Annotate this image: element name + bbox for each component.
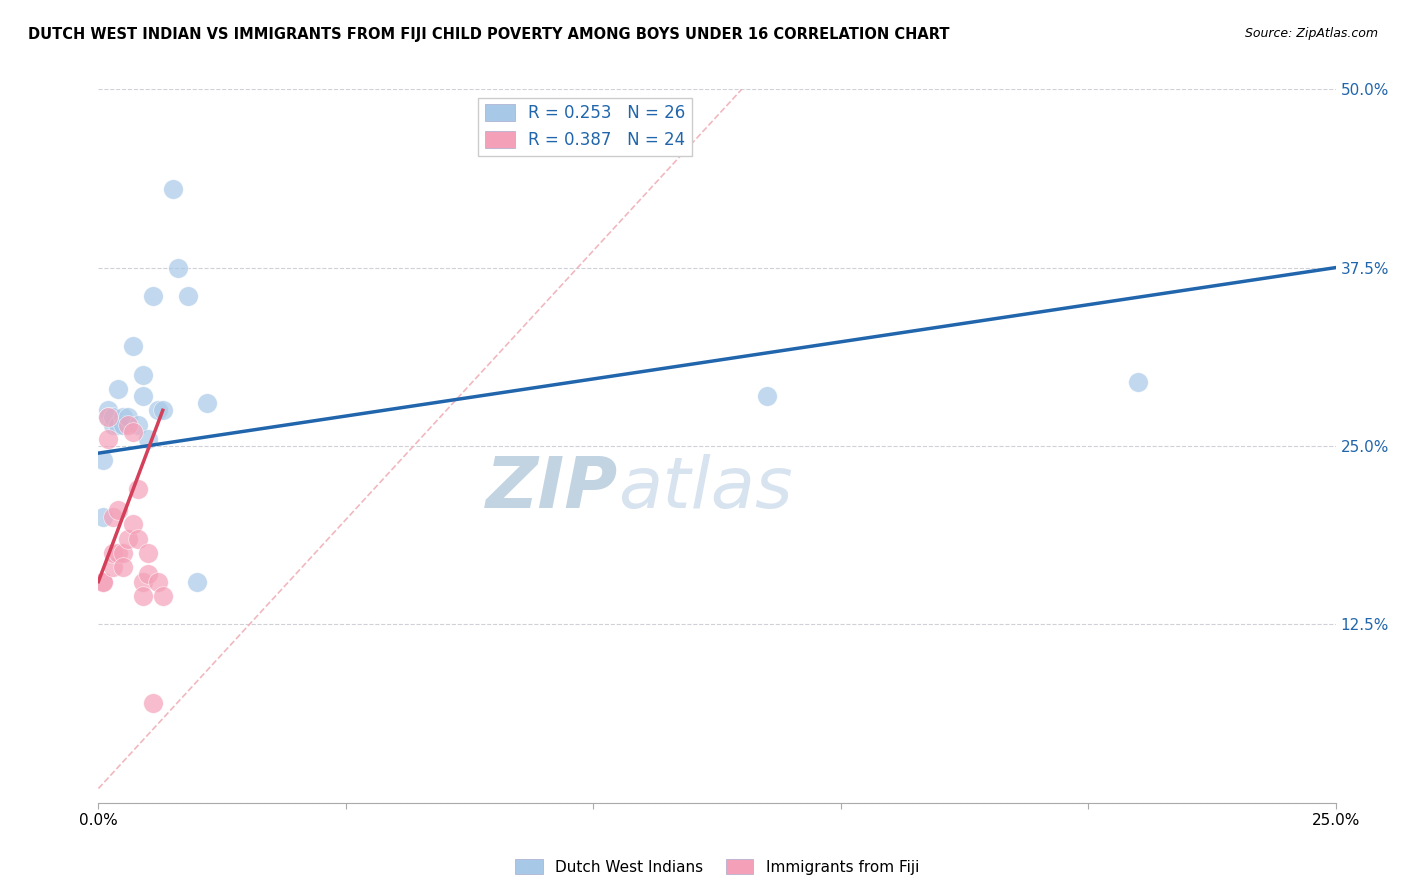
Point [112,560,135,574]
Point [166,260,188,275]
Point [122,339,145,353]
Point [132,368,155,382]
Point [112,410,135,425]
Point [127,532,149,546]
Text: DUTCH WEST INDIAN VS IMMIGRANTS FROM FIJI CHILD POVERTY AMONG BOYS UNDER 16 CORR: DUTCH WEST INDIAN VS IMMIGRANTS FROM FIJ… [28,27,949,42]
Point [136,546,159,560]
Point [122,425,145,439]
Point [112,417,135,432]
Point [103,510,125,524]
Point [176,289,198,303]
Point [755,389,778,403]
Point [103,546,125,560]
Point [142,289,165,303]
Point [107,503,129,517]
Point [146,574,169,589]
Point [142,696,165,710]
Point [103,560,125,574]
Point [107,546,129,560]
Point [117,410,139,425]
Point [112,546,135,560]
Point [93,574,115,589]
Point [103,410,125,425]
Legend: Dutch West Indians, Immigrants from Fiji: Dutch West Indians, Immigrants from Fiji [509,853,925,880]
Point [97,403,120,417]
Point [97,432,120,446]
Point [152,589,174,603]
Point [186,574,208,589]
Point [103,417,125,432]
Point [136,432,159,446]
Point [107,417,129,432]
Point [117,532,139,546]
Point [93,453,115,467]
Point [132,574,155,589]
Point [117,417,139,432]
Point [152,403,174,417]
Point [93,510,115,524]
Point [127,482,149,496]
Point [162,182,184,196]
Point [132,389,155,403]
Text: atlas: atlas [619,454,793,524]
Point [132,589,155,603]
Text: Source: ZipAtlas.com: Source: ZipAtlas.com [1244,27,1378,40]
Point [97,410,120,425]
Point [127,417,149,432]
Text: ZIP: ZIP [486,454,619,524]
Point [1126,375,1149,389]
Point [136,567,159,582]
Point [97,410,120,425]
Point [107,382,129,396]
Point [195,396,218,410]
Point [122,517,145,532]
Point [93,574,115,589]
Point [146,403,169,417]
